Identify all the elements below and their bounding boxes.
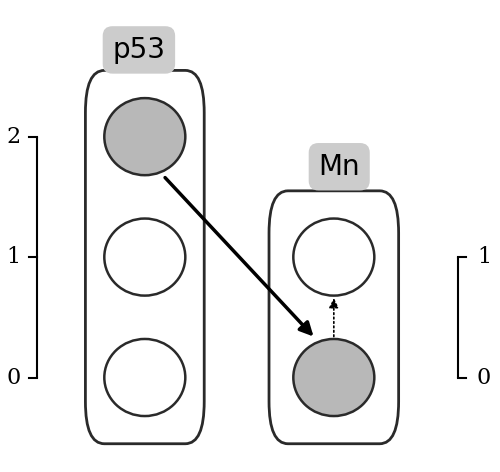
Ellipse shape xyxy=(294,219,374,295)
Text: 1: 1 xyxy=(477,246,491,268)
Text: 0: 0 xyxy=(6,367,20,388)
Ellipse shape xyxy=(104,98,186,175)
Ellipse shape xyxy=(104,339,186,416)
Ellipse shape xyxy=(294,339,374,416)
Text: 1: 1 xyxy=(6,246,20,268)
Text: 2: 2 xyxy=(6,126,20,148)
Text: 0: 0 xyxy=(477,367,491,388)
Text: Mn: Mn xyxy=(318,153,360,181)
Ellipse shape xyxy=(104,219,186,295)
Text: p53: p53 xyxy=(112,36,166,64)
